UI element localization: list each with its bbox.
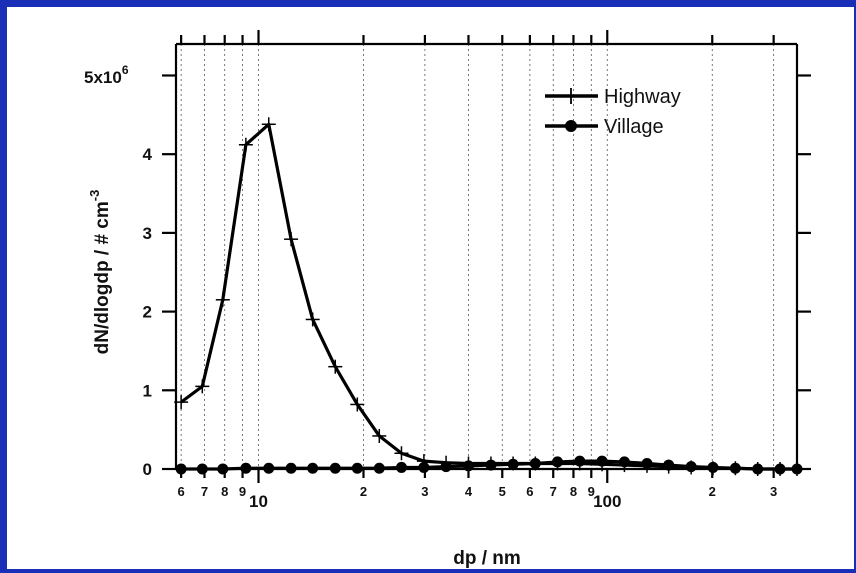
- legend: Highway Village: [545, 86, 681, 138]
- data-point-highway: [261, 117, 276, 132]
- data-point-highway: [174, 395, 189, 410]
- y-tick-label: 1: [143, 381, 152, 400]
- data-point-village: [574, 455, 586, 467]
- data-point-village: [351, 462, 363, 474]
- data-point-village: [529, 457, 541, 469]
- data-point-village: [373, 462, 385, 474]
- data-point-village: [263, 462, 275, 474]
- y-axis-title: dN/dlogdp / # cm-3: [87, 190, 113, 355]
- axes: [162, 30, 811, 483]
- data-point-village: [641, 457, 653, 469]
- x-tick-label: 3: [770, 484, 777, 499]
- data-point-village: [196, 463, 208, 475]
- x-tick-label: 10: [249, 492, 268, 511]
- data-point-village: [217, 463, 229, 475]
- x-tick-label: 4: [465, 484, 473, 499]
- data-point-highway: [328, 359, 343, 374]
- data-point-highway: [238, 137, 253, 152]
- data-point-village: [618, 456, 630, 468]
- data-point-village: [462, 460, 474, 472]
- data-point-highway: [394, 446, 409, 461]
- data-point-highway: [284, 232, 299, 247]
- x-tick-label: 2: [709, 484, 716, 499]
- series-line-highway: [180, 122, 797, 471]
- x-tick-label: 5: [499, 484, 506, 499]
- legend-entry-highway: Highway: [545, 86, 681, 108]
- y-tick-label: 4: [143, 145, 153, 164]
- y-axis-title-superscript: -3: [87, 190, 102, 202]
- series-layer: [174, 117, 804, 476]
- data-point-highway: [195, 379, 210, 394]
- x-tick-label: 9: [239, 484, 246, 499]
- data-point-highway: [372, 428, 387, 443]
- data-point-village: [507, 458, 519, 470]
- x-tick-label: 100: [593, 492, 621, 511]
- data-point-village: [285, 462, 297, 474]
- data-point-village: [395, 461, 407, 473]
- x-axis-title: dp / nm: [453, 548, 521, 569]
- data-point-village: [440, 461, 452, 473]
- data-point-village: [729, 462, 741, 474]
- x-tick-label: 2: [360, 484, 367, 499]
- data-point-village: [707, 461, 719, 473]
- y-axis-title-text: dN/dlogdp / # cm: [92, 201, 113, 354]
- data-point-highway: [350, 397, 365, 412]
- data-point-village: [552, 456, 564, 468]
- y-tick-label: 2: [143, 303, 152, 322]
- data-point-village: [663, 459, 675, 471]
- x-tick-label: 6: [178, 484, 185, 499]
- data-point-village: [329, 462, 341, 474]
- data-point-village: [596, 455, 608, 467]
- legend-label-village: Village: [604, 116, 664, 138]
- data-point-village: [240, 462, 252, 474]
- data-point-village: [685, 461, 697, 473]
- series-village: [175, 455, 803, 475]
- data-point-village: [307, 462, 319, 474]
- data-point-village: [774, 463, 786, 475]
- x-tick-label: 9: [588, 484, 595, 499]
- y-tick-label: 3: [143, 224, 152, 243]
- x-tick-label: 7: [550, 484, 557, 499]
- x-tick-label: 8: [570, 484, 577, 499]
- y-multiplier-exponent: 6: [122, 63, 129, 77]
- data-point-village: [485, 459, 497, 471]
- data-point-village: [752, 463, 764, 475]
- data-point-village: [418, 461, 430, 473]
- x-tick-label: 3: [421, 484, 428, 499]
- y-multiplier-base: 5x10: [84, 68, 122, 87]
- data-point-highway: [215, 292, 230, 307]
- x-tick-label: 7: [201, 484, 208, 499]
- y-tick-label: 0: [143, 460, 152, 479]
- x-tick-label: 6: [526, 484, 533, 499]
- legend-entry-village: Village: [545, 116, 664, 138]
- series-highway: [174, 117, 804, 476]
- data-point-village: [791, 463, 803, 475]
- grid-lines: [180, 44, 775, 469]
- y-multiplier-label: 5x106: [84, 63, 129, 87]
- x-tick-label: 8: [221, 484, 228, 499]
- data-point-village: [175, 463, 187, 475]
- legend-label-highway: Highway: [604, 86, 681, 108]
- data-point-highway: [305, 312, 320, 327]
